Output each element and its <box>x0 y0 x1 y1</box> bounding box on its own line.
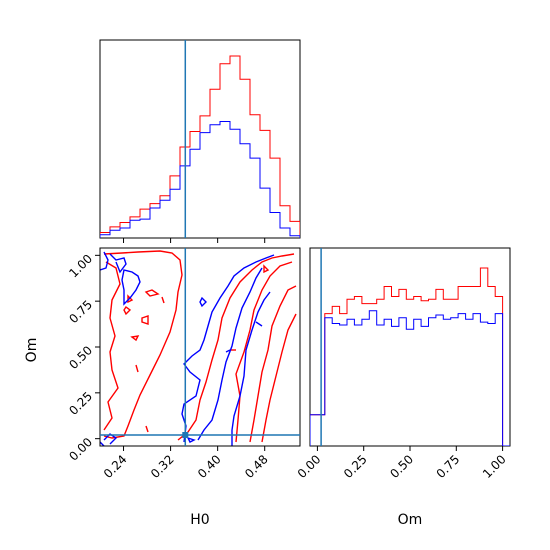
om-y-tick-label: 0.75 <box>66 297 95 326</box>
h0-tick-label: 0.48 <box>242 452 271 481</box>
blue-contour-blob-1 <box>199 296 207 308</box>
om-y-tick-label: 0.25 <box>66 389 95 418</box>
red-contour-right-2 <box>235 261 293 443</box>
red-contour-right-4 <box>261 313 297 443</box>
om-hist-red <box>310 267 510 446</box>
blue-contour-left-5 <box>100 441 105 446</box>
blue-contour-left-4 <box>103 433 118 445</box>
blue-contours <box>100 251 275 446</box>
h0-tick-label: 0.24 <box>101 452 130 481</box>
blue-contour-blob-3 <box>186 436 196 443</box>
om-hist-blue <box>310 310 510 446</box>
panel-om-marginal <box>309 247 511 447</box>
red-contour-blob-4 <box>130 335 140 342</box>
blue-contour-blob-4 <box>255 321 263 327</box>
red-contour-blob-9 <box>263 264 270 274</box>
panel-joint-h0-om <box>99 247 301 447</box>
h0-hist-red <box>100 55 300 238</box>
h0-hist-blue <box>100 121 300 238</box>
blue-contour-left-3 <box>121 269 141 306</box>
h0-tick-label: 0.40 <box>195 452 224 481</box>
h0-tick-label: 0.32 <box>148 452 177 481</box>
red-contour-right-3 <box>249 285 297 443</box>
red-contour-right-1 <box>177 253 295 441</box>
red-contour-blob-5 <box>135 364 139 373</box>
panel-h0-marginal <box>99 39 301 239</box>
red-contour-blob-3 <box>123 305 132 316</box>
blue-contour-left-outer <box>100 251 109 271</box>
red-contour-inner-left <box>103 261 121 431</box>
red-contour-blob-6 <box>161 296 165 304</box>
om-x-tick-label: 0.00 <box>295 452 324 481</box>
red-contour-outer-left <box>103 250 183 439</box>
om-y-tick-label: 1.00 <box>66 252 95 281</box>
red-contour-blob-1 <box>144 289 160 297</box>
om-x-tick-label: 0.75 <box>434 452 463 481</box>
h0-marginal-frame <box>99 39 301 239</box>
x-axis-label-h0: H0 <box>190 512 209 528</box>
truth-marker <box>182 432 189 438</box>
om-x-tick-label: 1.00 <box>480 452 509 481</box>
om-x-tick-label: 0.50 <box>387 452 416 481</box>
red-contours <box>103 250 297 443</box>
x-axis-label-om: Om <box>398 512 423 528</box>
blue-contour-left-2 <box>109 253 127 274</box>
joint-frame <box>99 247 301 447</box>
y-axis-label-om: Om <box>24 338 40 363</box>
blue-contour-right-edge <box>231 291 271 446</box>
red-contour-blob-7 <box>145 425 149 433</box>
om-y-tick-label: 0.00 <box>66 435 95 464</box>
joint-contours <box>100 250 297 446</box>
blue-contour-right-inner <box>197 267 263 441</box>
red-contour-blob-2 <box>141 315 149 325</box>
om-x-tick-label: 0.25 <box>341 452 370 481</box>
om-y-tick-label: 0.50 <box>66 343 95 372</box>
blue-contour-blob-2 <box>225 349 231 353</box>
blue-contour-right-outer <box>181 254 275 443</box>
